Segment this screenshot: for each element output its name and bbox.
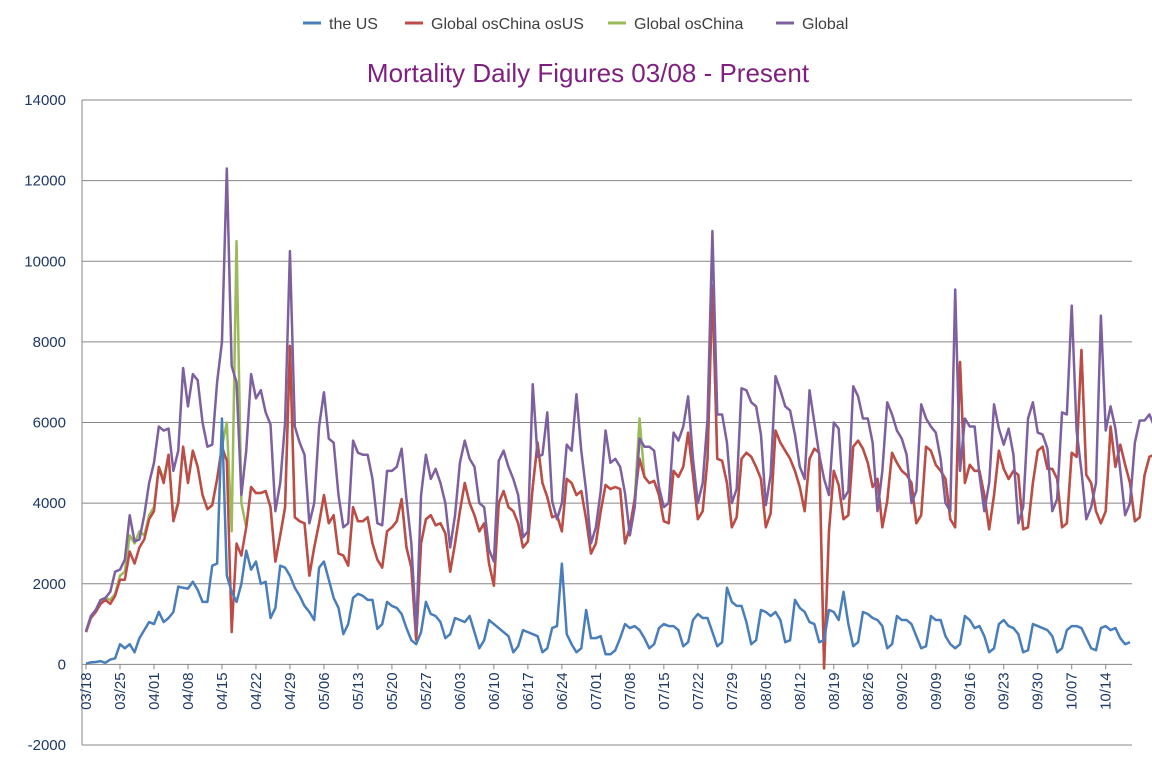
x-tick-label: 04/29 xyxy=(282,672,299,710)
y-tick-label: -2000 xyxy=(28,737,66,754)
x-tick-label: 03/18 xyxy=(78,672,95,710)
y-tick-label: 14000 xyxy=(24,92,66,109)
y-tick-label: 0 xyxy=(58,656,66,673)
series-line-1 xyxy=(84,284,1152,670)
axes xyxy=(81,100,1132,745)
x-axis-ticks: 03/18 03/25 04/01 04/08 04/15 04/22 04/29 05/06… xyxy=(78,672,1115,710)
y-tick-label: 8000 xyxy=(33,334,66,351)
x-tick-label: 07/01 xyxy=(588,672,605,710)
y-tick-label: 2000 xyxy=(33,576,66,593)
x-tick-label: 05/13 xyxy=(350,672,367,710)
x-tick-label: 04/08 xyxy=(180,672,197,710)
legend: the US Global osChina osUS Global osChina G… xyxy=(303,16,848,33)
x-tick-label: 10/14 xyxy=(1098,672,1115,710)
x-tick-label: 05/06 xyxy=(316,672,333,710)
legend-label: the US xyxy=(329,16,378,33)
gridlines xyxy=(82,99,1132,746)
x-tick-label: 04/22 xyxy=(248,672,265,710)
x-tick-label: 03/25 xyxy=(112,672,129,710)
legend-label: Global osChina xyxy=(634,16,744,33)
x-tick-label: 09/30 xyxy=(1030,672,1047,710)
x-tick-label: 07/15 xyxy=(656,672,673,710)
x-tick-label: 04/15 xyxy=(214,672,231,710)
x-tick-label: 08/05 xyxy=(758,672,775,710)
x-tick-label: 09/16 xyxy=(962,672,979,710)
y-axis-ticks: -2000 0 2000 4000 6000 8000 10000 12000 14000 xyxy=(24,92,66,754)
x-tick-label: 08/12 xyxy=(792,672,809,710)
x-tick-label: 08/26 xyxy=(860,672,877,710)
chart-title: Mortality Daily Figures 03/08 - Present xyxy=(367,58,810,88)
x-tick-label: 05/20 xyxy=(384,672,401,710)
x-tick-label: 05/27 xyxy=(418,672,435,710)
x-tick-label: 09/02 xyxy=(894,672,911,710)
x-tick-label: 09/09 xyxy=(928,672,945,710)
series-layer xyxy=(84,167,1152,670)
series-line-0 xyxy=(85,417,1131,665)
y-tick-label: 4000 xyxy=(33,495,66,512)
x-tick-label: 09/23 xyxy=(996,672,1013,710)
series-line-3 xyxy=(84,167,1152,634)
x-tick-label: 07/29 xyxy=(724,672,741,710)
x-tick-label: 06/10 xyxy=(486,672,503,710)
x-tick-label: 06/24 xyxy=(554,672,571,710)
y-tick-label: 12000 xyxy=(24,173,66,190)
y-tick-label: 10000 xyxy=(24,253,66,270)
x-tick-label: 06/03 xyxy=(452,672,469,710)
x-tick-label: 07/22 xyxy=(690,672,707,710)
y-tick-label: 6000 xyxy=(33,415,66,432)
x-tick-label: 07/08 xyxy=(622,672,639,710)
legend-label: Global osChina osUS xyxy=(431,16,584,33)
x-tick-label: 04/01 xyxy=(146,672,163,710)
x-tick-label: 06/17 xyxy=(520,672,537,710)
x-tick-label: 10/07 xyxy=(1064,672,1081,710)
x-tick-label: 08/19 xyxy=(826,672,843,710)
legend-label: Global xyxy=(802,16,848,33)
